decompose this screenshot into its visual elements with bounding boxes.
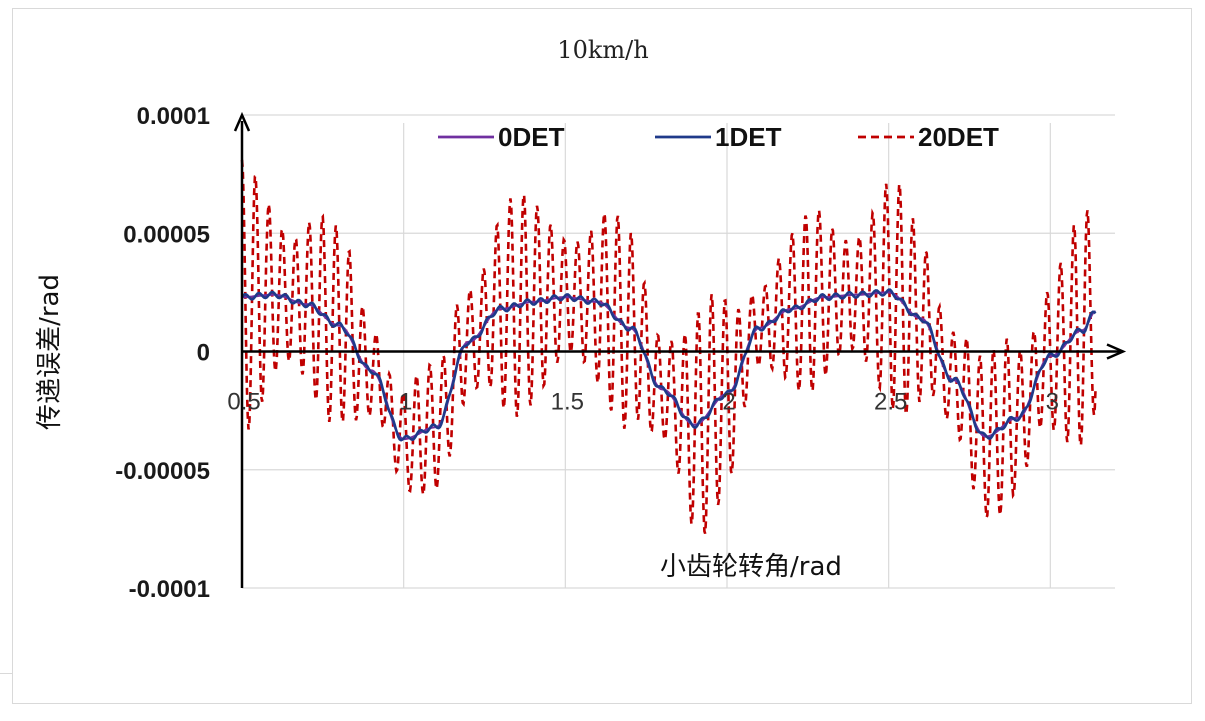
legend-label-20det: 20DET xyxy=(918,122,999,152)
tick-labels: 0.0001 0.00005 0 -0.00005 -0.0001 0.5 1 1.5 2 2.5… xyxy=(115,103,1059,603)
y-tick-label-0: 0.0001 xyxy=(137,103,210,130)
y-axis-arrow xyxy=(233,111,251,132)
y-tick-label-3: -0.00005 xyxy=(115,458,210,485)
series-layer xyxy=(240,159,1097,535)
x-axis-title: 小齿轮转角/rad xyxy=(660,552,842,582)
x-tick-label-4: 2.5 xyxy=(874,389,907,416)
legend-label-0det: 0DET xyxy=(498,122,565,152)
y-tick-label-4: -0.0001 xyxy=(129,576,210,603)
grid xyxy=(242,114,1115,589)
x-tick-label-2: 1.5 xyxy=(551,389,584,416)
series-line-20det xyxy=(240,159,1097,535)
y-axis-title: 传递误差/rad xyxy=(35,274,65,430)
chart-title: 10km/h xyxy=(557,36,648,64)
x-tick-label-0: 0.5 xyxy=(227,389,260,416)
y-tick-label-1: 0.00005 xyxy=(123,221,210,248)
x-tick-label-3: 2 xyxy=(722,389,735,416)
series-line-1det xyxy=(240,288,1097,442)
y-tick-label-2: 0 xyxy=(197,340,210,367)
axes xyxy=(233,111,1127,588)
x-tick-label-1: 1 xyxy=(399,389,412,416)
x-tick-label-5: 3 xyxy=(1046,389,1059,416)
x-axis-arrow xyxy=(1106,343,1127,360)
legend: 0DET 1DET 20DET xyxy=(438,122,999,152)
legend-label-1det: 1DET xyxy=(715,122,782,152)
edge-mark xyxy=(0,673,12,674)
